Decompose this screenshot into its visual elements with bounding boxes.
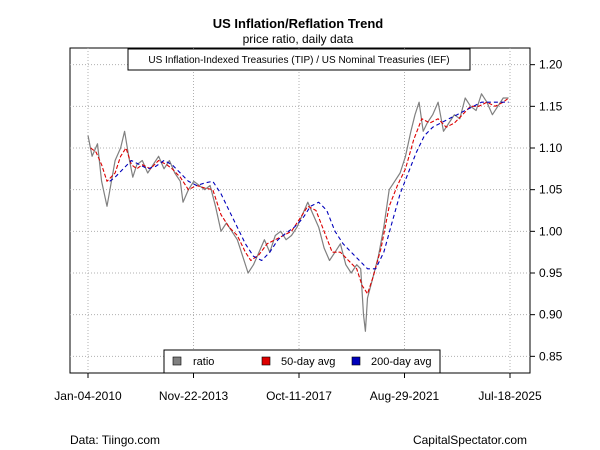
x-tick-label-0: Jan-04-2010 — [54, 389, 122, 403]
x-tick-label-2: Oct-11-2017 — [266, 389, 332, 403]
legend-label-ratio: ratio — [193, 356, 214, 368]
x-axis: Jan-04-2010 Nov-22-2013 Oct-11-2017 Aug-29-… — [54, 373, 542, 403]
x-tick-label-3: Aug-29-2021 — [370, 389, 440, 403]
y-tick-label-2: 0.95 — [539, 266, 563, 280]
legend-label-50-day: 50-day avg — [281, 356, 335, 368]
y-tick-label-1: 0.90 — [539, 308, 563, 322]
ma200-line — [109, 101, 509, 270]
annotation-text: US Inflation-Indexed Treasuries (TIP) / … — [148, 55, 449, 66]
legend-swatch-ratio — [172, 356, 182, 366]
y-tick-label-3: 1.00 — [539, 224, 563, 238]
ma50-line — [90, 97, 509, 295]
source-right: CapitalSpectator.com — [413, 433, 527, 447]
legend-box — [163, 349, 441, 374]
legend-label-200-day: 200-day avg — [371, 356, 432, 368]
legend-swatch-200-day — [351, 356, 361, 366]
series-layer — [87, 93, 509, 332]
plot-area — [69, 47, 531, 374]
chart-title: US Inflation/Reflation Trend — [213, 16, 384, 31]
x-tick-label-4: Jul-18-2025 — [478, 389, 542, 403]
y-axis: 0.85 0.90 0.95 1.00 1.05 1.10 1.15 1.20 — [530, 58, 563, 363]
y-tick-label-7: 1.20 — [539, 58, 563, 72]
legend: ratio 50-day avg 200-day avg — [163, 349, 441, 374]
annotation-box — [127, 48, 471, 71]
grid — [70, 48, 530, 373]
legend-swatch-50-day — [261, 356, 271, 366]
y-tick-label-0: 0.85 — [539, 349, 563, 363]
y-tick-label-6: 1.15 — [539, 99, 563, 113]
source-left: Data: Tiingo.com — [70, 433, 160, 447]
x-tick-label-1: Nov-22-2013 — [159, 389, 229, 403]
chart-subtitle: price ratio, daily data — [243, 32, 354, 46]
y-tick-label-5: 1.10 — [539, 141, 563, 155]
y-tick-label-4: 1.05 — [539, 183, 563, 197]
